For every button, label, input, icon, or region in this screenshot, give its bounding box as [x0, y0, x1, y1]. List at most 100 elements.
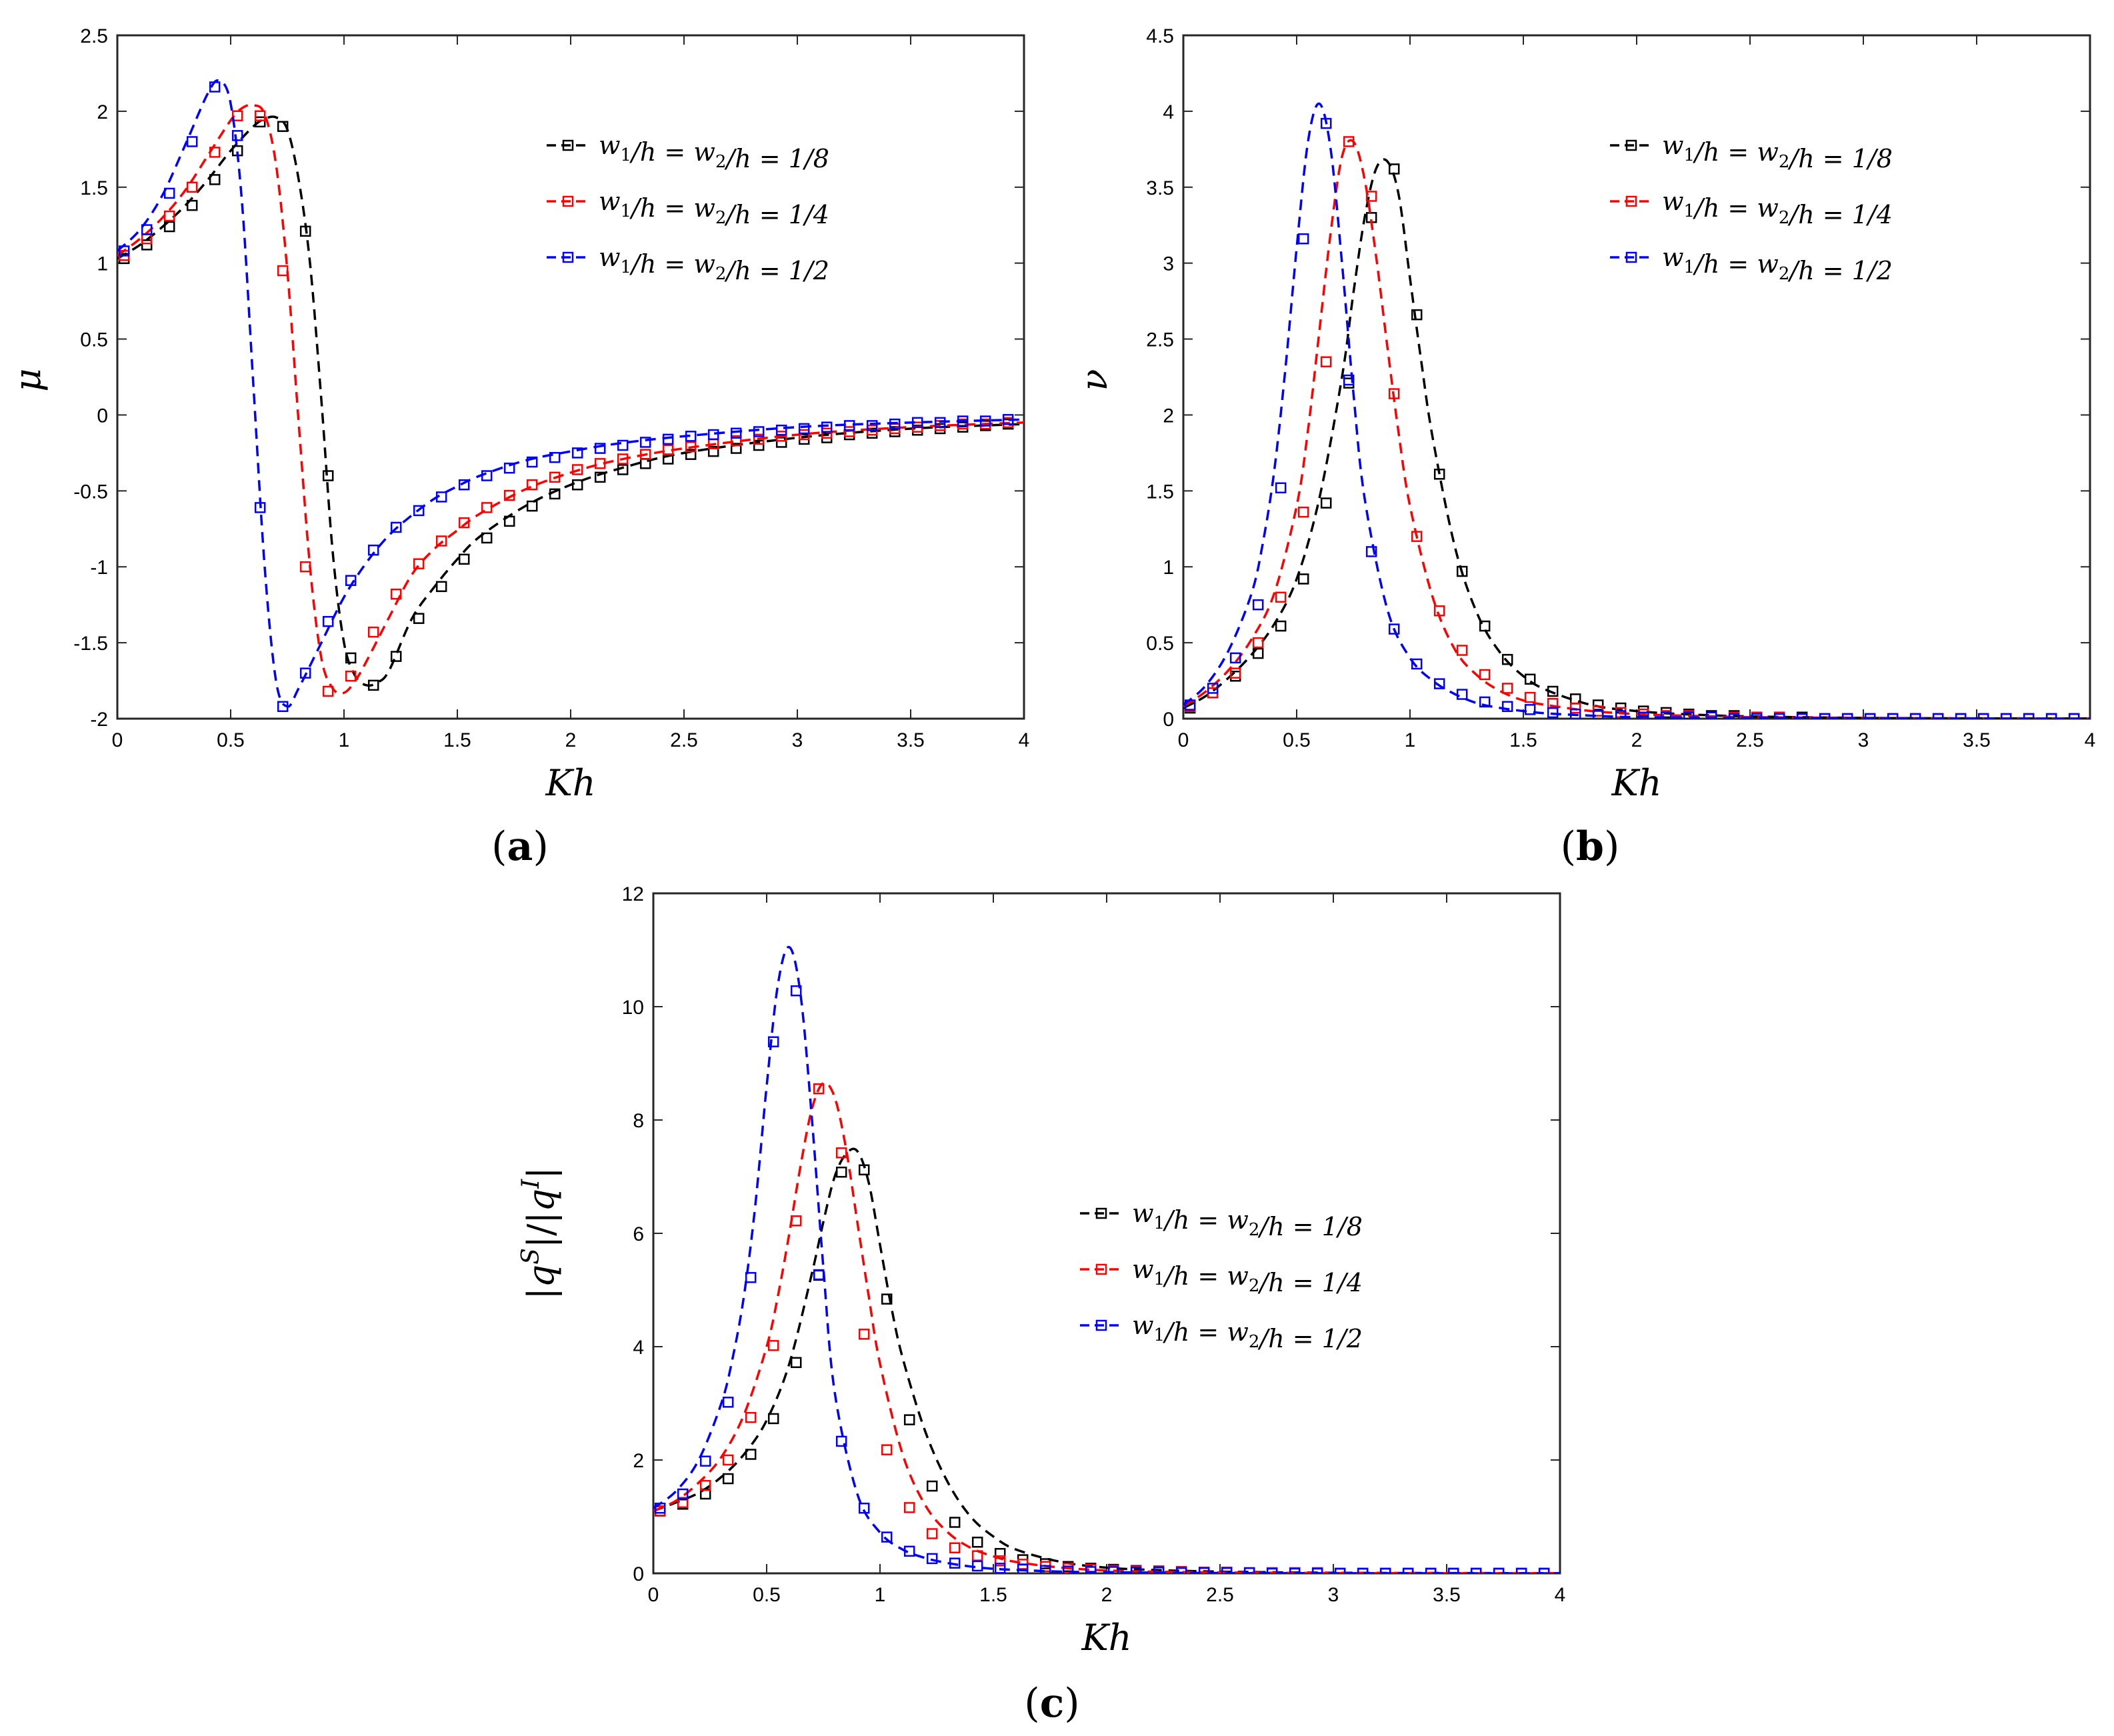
- x-tick-label: 0: [1178, 729, 1189, 751]
- legend-marker-sample: [1095, 1319, 1107, 1331]
- series-0-marker: [503, 515, 515, 527]
- x-tick-label: 0.5: [753, 1584, 781, 1606]
- series-0-marker: [767, 1413, 779, 1425]
- series-line-2: [1183, 102, 2090, 719]
- x-tick-label: 3: [1858, 729, 1869, 751]
- series-2-marker: [1388, 623, 1400, 635]
- y-tick-label: 0.5: [1146, 633, 1174, 655]
- legend-entry-0: w1/h = w2/h = 1/8: [1080, 1199, 1363, 1241]
- panel-label: (c): [1024, 1680, 1079, 1727]
- legend-entry-1: w1/h = w2/h = 1/4: [1610, 187, 1893, 229]
- series-2-marker: [1547, 707, 1559, 719]
- y-tick-label: -2: [90, 709, 108, 731]
- series-0-marker: [277, 121, 289, 132]
- series-0-marker: [753, 439, 765, 451]
- series-layer: [117, 79, 1024, 713]
- panel-b-nu-chart: 0 0.5 1 1.5 2 2.5 3 3.5 4 0 0.5 1 1.5 2 2.5 3 3.5 4 4.5 Kh ν…: [1073, 25, 2095, 870]
- legend-label: w1/h = w2/h = 1/2: [599, 243, 829, 285]
- series-1-marker: [662, 444, 674, 456]
- series-1-marker: [730, 435, 742, 447]
- y-tick-label: 6: [633, 1223, 644, 1245]
- series-0-marker: [526, 500, 538, 512]
- x-tick-label: 1: [1405, 729, 1416, 751]
- series-2-marker: [1425, 1567, 1437, 1573]
- series-2-marker: [1334, 1567, 1346, 1573]
- series-2-marker: [1977, 713, 1989, 719]
- series-1-marker: [994, 1555, 1006, 1567]
- series-2-marker: [1592, 710, 1604, 719]
- series-2-marker: [2023, 713, 2035, 719]
- legend-label: w1/h = w2/h = 1/2: [1662, 243, 1893, 285]
- x-tick-label: 1.5: [1509, 729, 1537, 751]
- series-2-marker: [594, 443, 606, 454]
- series-2-marker: [866, 420, 878, 431]
- series-0-marker: [571, 479, 583, 491]
- x-tick-label: 3: [792, 729, 803, 751]
- series-1-marker: [413, 558, 425, 569]
- series-2-marker: [889, 418, 901, 430]
- series-1-marker: [322, 685, 334, 697]
- series-1-marker: [821, 427, 833, 439]
- series-0-marker: [435, 581, 447, 593]
- series-2-marker: [299, 667, 311, 679]
- x-axis-label: Kh: [1081, 1617, 1131, 1659]
- x-tick-label: 0: [112, 729, 123, 751]
- x-tick-label: 2.5: [670, 729, 698, 751]
- series-2-marker: [1320, 117, 1332, 129]
- series-1-marker: [745, 1412, 757, 1423]
- legend-label: w1/h = w2/h = 1/8: [1132, 1199, 1363, 1241]
- series-2-marker: [322, 615, 334, 627]
- series-0-marker: [186, 199, 198, 211]
- x-tick-label: 3.5: [1433, 1584, 1461, 1606]
- series-1-marker: [1479, 669, 1491, 681]
- legend-label: w1/h = w2/h = 1/2: [1132, 1311, 1363, 1353]
- series-0-marker: [685, 449, 697, 460]
- series-2-marker: [1683, 711, 1695, 719]
- series-2-marker: [662, 433, 674, 445]
- series-0-marker: [1524, 673, 1536, 685]
- series-2-marker: [141, 224, 153, 235]
- series-2-marker: [413, 505, 425, 517]
- series-0-marker: [322, 470, 334, 481]
- legend-marker-sample: [562, 139, 574, 151]
- series-2-marker: [979, 415, 991, 427]
- series-1-marker: [277, 265, 289, 277]
- series-2-marker: [1002, 414, 1014, 425]
- series-1-marker: [722, 1454, 734, 1466]
- series-1-marker: [549, 471, 561, 483]
- y-tick-label: 2.5: [80, 25, 108, 47]
- series-1-marker: [881, 1444, 893, 1455]
- series-0-marker: [617, 464, 629, 475]
- series-2-marker: [1229, 652, 1241, 664]
- y-tick-label: 8: [633, 1110, 644, 1132]
- series-2-marker: [753, 426, 765, 437]
- x-tick-label: 4: [2085, 729, 2096, 751]
- series-2-marker: [994, 1563, 1006, 1573]
- y-tick-label: 3: [1163, 253, 1174, 275]
- series-2-marker: [1379, 1567, 1391, 1573]
- y-tick-label: 12: [622, 883, 644, 905]
- series-2-marker: [699, 1455, 711, 1467]
- series-0-marker: [458, 553, 470, 565]
- legend-entry-1: w1/h = w2/h = 1/4: [1080, 1255, 1363, 1297]
- series-0-marker: [1275, 620, 1287, 632]
- x-axis-label: Kh: [545, 762, 595, 804]
- panel-label: (a): [491, 823, 549, 870]
- y-tick-label: 1.5: [1146, 481, 1174, 503]
- series-2-marker: [1297, 233, 1309, 245]
- series-1-marker: [775, 431, 787, 442]
- x-tick-label: 1.5: [979, 1584, 1007, 1606]
- series-2-marker: [903, 1545, 915, 1557]
- series-1-marker: [1275, 591, 1287, 603]
- y-tick-label: 10: [622, 997, 644, 1019]
- series-1-marker: [1320, 356, 1332, 367]
- series-2-marker: [1470, 1567, 1482, 1573]
- legend-entry-0: w1/h = w2/h = 1/8: [547, 131, 829, 173]
- series-1-marker: [790, 1215, 802, 1227]
- series-1-marker: [1365, 191, 1377, 202]
- series-2-marker: [1501, 701, 1513, 713]
- y-tick-label: 2: [97, 101, 108, 123]
- series-1-marker: [1501, 683, 1513, 694]
- series-0-marker: [141, 239, 153, 251]
- series-1-marker: [1343, 136, 1355, 147]
